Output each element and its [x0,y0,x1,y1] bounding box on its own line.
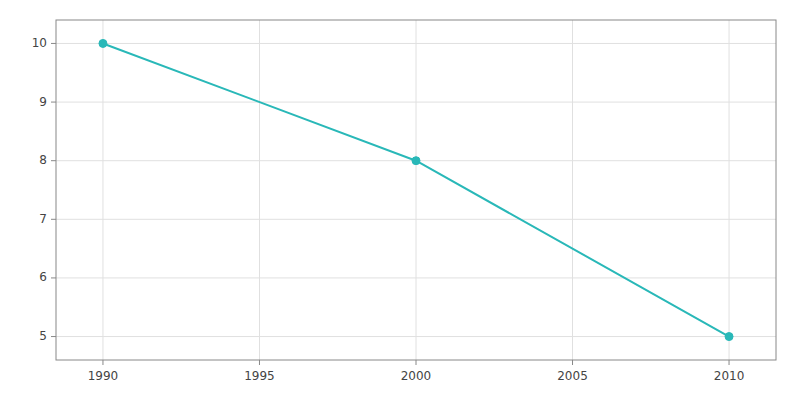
line [103,43,729,336]
grid [56,20,776,360]
plot-frame [56,20,776,360]
tick-label-y: 9 [39,95,47,109]
grid-line-x [416,20,417,360]
tick-label-y: 8 [39,153,47,167]
tick-mark-x [572,360,573,365]
grid-line-x [102,20,103,360]
grid-line-x [572,20,573,360]
grid-line-x [259,20,260,360]
tick-label-x: 2010 [714,369,745,383]
marker [412,157,420,165]
tick-mark-x [102,360,103,365]
tick-label-y: 7 [39,212,47,226]
tick-mark-x [729,360,730,365]
tick-mark-y [51,277,56,278]
tick-label-x: 2000 [401,369,432,383]
marker [99,39,107,47]
chart-container: 5 6 7 8 9 10 1990 1995 2000 2005 2010 [0,0,800,400]
tick-mark-x [416,360,417,365]
axes: 5 6 7 8 9 10 1990 1995 2000 2005 2010 [32,20,776,383]
plot-area [56,20,776,360]
series [99,39,733,340]
tick-mark-x [259,360,260,365]
grid-line-x [729,20,730,360]
marker [725,333,733,341]
tick-mark-y [51,219,56,220]
tick-mark-y [51,336,56,337]
tick-mark-y [51,160,56,161]
tick-label-x: 1995 [244,369,275,383]
tick-label-x: 1990 [88,369,119,383]
tick-mark-y [51,102,56,103]
tick-label-y: 6 [39,270,47,284]
tick-label-y: 10 [32,36,47,50]
chart-svg: 5 6 7 8 9 10 1990 1995 2000 2005 2010 [0,0,800,400]
tick-label-x: 2005 [557,369,588,383]
tick-label-y: 5 [39,329,47,343]
tick-mark-y [51,43,56,44]
